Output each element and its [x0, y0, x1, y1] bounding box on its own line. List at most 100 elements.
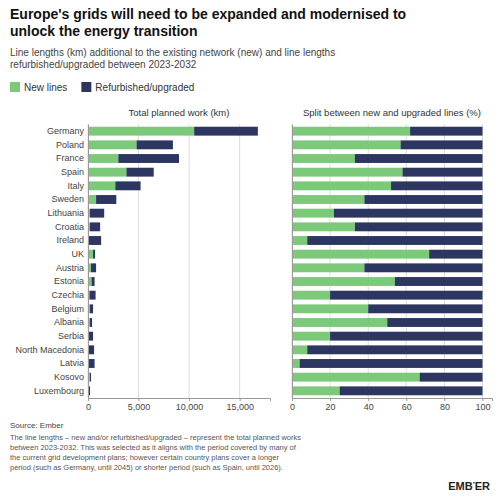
note-line: between 2023-2032. This was selected as …	[10, 443, 297, 452]
grid-line	[189, 124, 190, 398]
x-tick: 0	[290, 398, 295, 412]
grid-line	[239, 124, 240, 398]
legend-swatch	[10, 82, 20, 92]
bar	[330, 332, 482, 341]
source-line: Source: Ember	[10, 421, 64, 430]
subtitle-line: Line lengths (km) additional to the exis…	[10, 47, 335, 58]
x-tick: 40	[364, 398, 374, 412]
x-tick-label: 20	[326, 402, 336, 412]
y-tick-label: Latvia	[60, 358, 84, 368]
bar	[90, 209, 104, 218]
y-tick-label: Germany	[47, 126, 85, 136]
series	[88, 127, 194, 396]
y-tick: Czechia	[51, 290, 84, 300]
bar	[292, 345, 307, 354]
bar	[292, 236, 307, 245]
bar	[88, 154, 118, 163]
chart-title: Total planned work (km)	[129, 107, 230, 118]
bar	[364, 195, 482, 204]
y-tick-label: Estonia	[54, 276, 84, 286]
bar	[391, 181, 482, 190]
bar	[92, 277, 95, 286]
bar	[355, 222, 483, 231]
bar	[292, 195, 364, 204]
series	[89, 127, 258, 396]
y-tick: Croatia	[55, 222, 84, 232]
x-tick-label: 80	[440, 402, 450, 412]
y-tick: Serbia	[58, 331, 84, 341]
legend-label: Refurbished/upgraded	[95, 82, 194, 93]
bar	[300, 359, 483, 368]
y-tick: North Macedonia	[15, 345, 84, 355]
tick-mark	[330, 398, 331, 401]
y-tick: Luxembourg	[34, 386, 84, 396]
bar	[90, 304, 93, 313]
title-line: unlock the energy transition	[10, 23, 197, 39]
y-tick: France	[56, 153, 84, 163]
legend-swatch	[81, 82, 91, 92]
x-tick: 20	[326, 398, 336, 412]
grid	[292, 124, 482, 398]
bar	[90, 373, 91, 382]
y-tick-label: Belgium	[51, 304, 84, 314]
tick-mark	[482, 398, 483, 401]
bars	[88, 127, 258, 396]
y-tick-label: North Macedonia	[15, 345, 84, 355]
bar	[292, 277, 395, 286]
bar	[292, 291, 330, 300]
logo: EMBΈR	[448, 480, 490, 492]
bar	[90, 291, 96, 300]
y-tick: Germany	[47, 126, 85, 136]
bar	[292, 168, 402, 177]
y-tick-label: Serbia	[58, 331, 84, 341]
y-tick-label: Croatia	[55, 222, 84, 232]
grid-line	[292, 124, 293, 398]
bar	[368, 304, 482, 313]
bar	[89, 332, 93, 341]
x-tick-label: 0	[290, 402, 295, 412]
bar	[88, 181, 115, 190]
bar	[292, 222, 355, 231]
x-tick-label: 40	[364, 402, 374, 412]
bar	[420, 373, 483, 382]
source: Source: Ember	[10, 421, 64, 430]
y-tick: Austria	[56, 263, 84, 273]
bar	[395, 277, 483, 286]
bar	[88, 140, 137, 149]
y-tick-label: Luxembourg	[34, 386, 84, 396]
bar	[292, 181, 391, 190]
note-line: The line lengths – new and/or refurbishe…	[10, 433, 301, 442]
grid-line	[88, 124, 89, 398]
legend-label: New lines	[24, 82, 67, 93]
axis-domain	[88, 125, 89, 399]
x-tick: 60	[402, 398, 412, 412]
y-axis	[292, 125, 293, 399]
x-tick: 5,000	[128, 398, 151, 412]
y-tick: Estonia	[54, 276, 84, 286]
chart-panel: 05,00010,00015,000GermanyPolandFranceSpa…	[15, 107, 270, 412]
y-tick-label: Lithuania	[47, 208, 84, 218]
bar	[387, 318, 482, 327]
title-line: Europe's grids will need to be expanded …	[10, 6, 406, 22]
grid-line	[330, 124, 331, 398]
y-tick: UK	[71, 249, 84, 259]
bar	[292, 318, 387, 327]
legend: New lines Refurbished/upgraded	[10, 82, 194, 93]
bar	[292, 154, 355, 163]
bar	[89, 236, 101, 245]
bar	[88, 168, 126, 177]
x-tick: 80	[440, 398, 450, 412]
bar	[118, 154, 179, 163]
y-tick: Albania	[54, 317, 84, 327]
bars	[292, 127, 482, 396]
bar	[89, 359, 95, 368]
note-line: period (such as Germany, until 2045) or …	[10, 463, 283, 472]
grid-line	[406, 124, 407, 398]
tick-mark	[139, 398, 140, 401]
axis-domain	[292, 125, 293, 399]
grid	[88, 124, 240, 398]
y-tick-label: Italy	[67, 181, 84, 191]
y-tick: Italy	[67, 181, 84, 191]
bar	[292, 304, 368, 313]
chart-panel: 020406080100Split between new and upgrad…	[290, 107, 493, 412]
